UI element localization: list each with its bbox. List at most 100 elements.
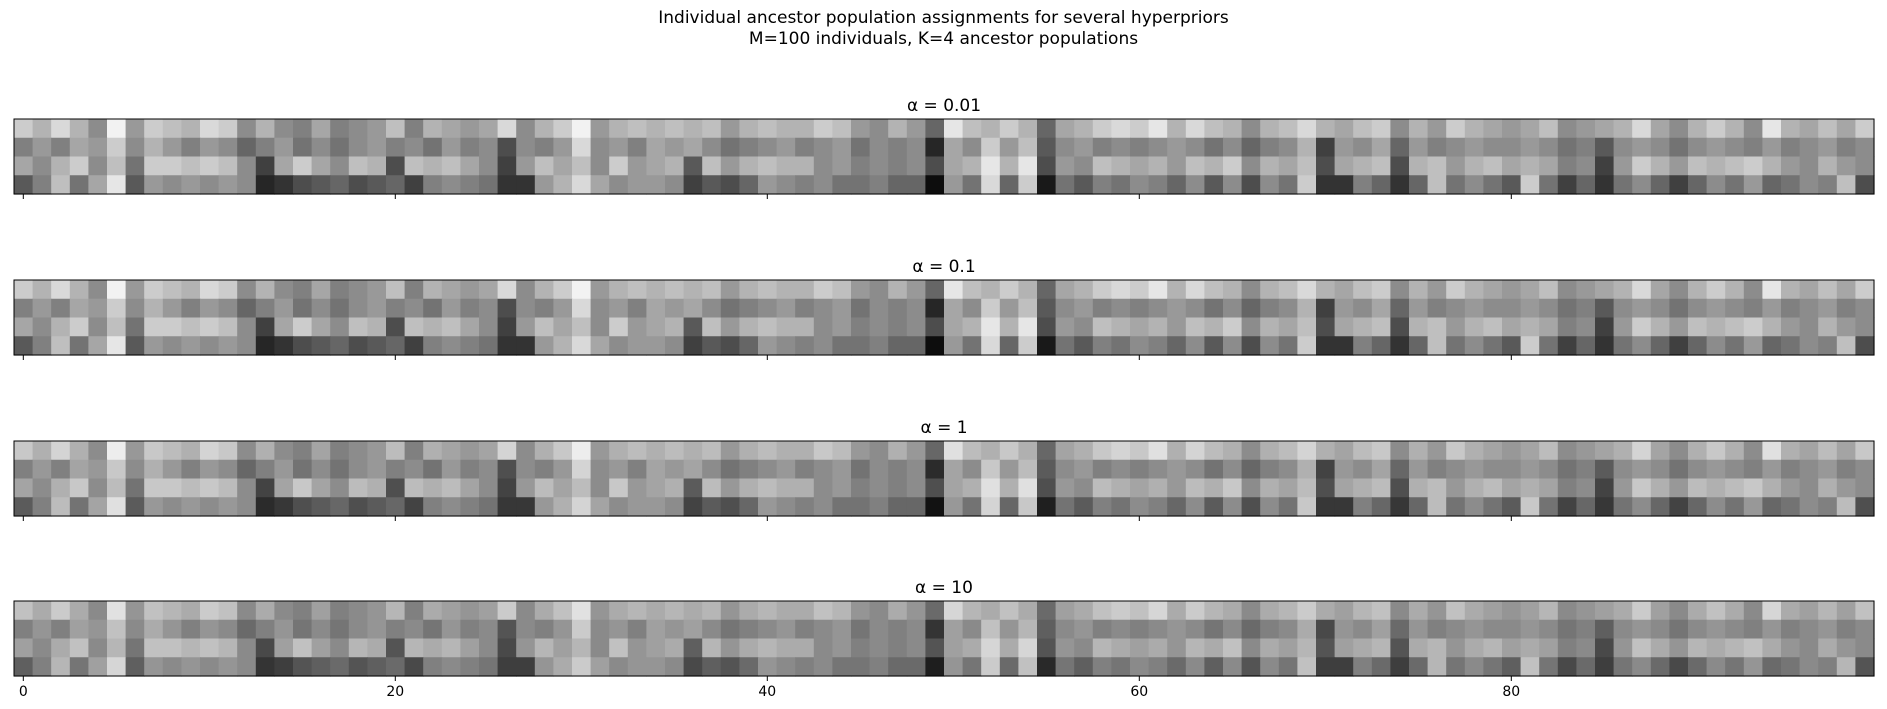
heatmap-cell: [51, 657, 71, 677]
heatmap-cell: [1446, 119, 1466, 139]
heatmap-cell: [999, 175, 1019, 195]
heatmap-cell: [200, 119, 220, 139]
heatmap-cell: [590, 657, 610, 677]
heatmap-cell: [255, 175, 275, 195]
heatmap-cell: [200, 497, 220, 517]
heatmap-cell: [1669, 280, 1689, 300]
heatmap-cell: [906, 638, 926, 658]
heatmap-cell: [1502, 638, 1522, 658]
heatmap-cell: [1650, 175, 1670, 195]
heatmap-cell: [999, 441, 1019, 461]
heatmap-cell: [311, 280, 331, 300]
heatmap-cell: [1037, 619, 1057, 640]
heatmap-cell: [404, 478, 424, 498]
heatmap-cell: [311, 441, 331, 461]
heatmap-cell: [460, 638, 480, 658]
heatmap-cell: [1148, 156, 1168, 176]
heatmap-cell: [1539, 497, 1559, 517]
heatmap-cell: [1576, 298, 1596, 319]
heatmap-cell: [1316, 137, 1336, 158]
heatmap-cell: [1502, 156, 1522, 176]
heatmap-cell: [32, 280, 52, 300]
heatmap-cell: [1390, 478, 1410, 498]
heatmap-cell: [851, 459, 871, 480]
heatmap-cell: [925, 280, 945, 300]
heatmap-cell: [813, 156, 833, 176]
heatmap-cell: [144, 657, 164, 677]
heatmap-cell: [1167, 175, 1187, 195]
heatmap-cell: [1427, 175, 1447, 195]
heatmap-cell: [851, 156, 871, 176]
heatmap-cell: [274, 317, 294, 337]
heatmap-cell: [534, 638, 554, 658]
heatmap-cell: [851, 280, 871, 300]
heatmap-cell: [1371, 175, 1391, 195]
heatmap-cell: [516, 657, 536, 677]
heatmap-cell: [702, 317, 722, 337]
heatmap-cell: [162, 298, 182, 319]
heatmap-cell: [1595, 137, 1615, 158]
heatmap-cell: [1855, 317, 1875, 337]
heatmap-cell: [1427, 619, 1447, 640]
heatmap-cell: [1762, 280, 1782, 300]
heatmap-cell: [1781, 441, 1801, 461]
heatmap-cell: [367, 441, 387, 461]
heatmap-cell: [665, 280, 685, 300]
heatmap-cell: [1055, 137, 1075, 158]
heatmap-cell: [1836, 336, 1856, 356]
heatmap-cell: [1278, 119, 1298, 139]
heatmap-cell: [497, 601, 517, 621]
heatmap-cell: [1557, 137, 1577, 158]
heatmap-cell: [1371, 459, 1391, 480]
heatmap-cell: [851, 478, 871, 498]
heatmap-cell: [1632, 317, 1652, 337]
heatmap-cell: [962, 441, 982, 461]
heatmap-cell: [516, 156, 536, 176]
heatmap-cell: [386, 137, 406, 158]
heatmap-cell: [348, 459, 368, 480]
heatmap-cell: [274, 441, 294, 461]
heatmap-cell: [1297, 175, 1317, 195]
heatmap-cell: [1464, 156, 1484, 176]
heatmap-cell: [999, 156, 1019, 176]
heatmap-cell: [1092, 336, 1112, 356]
heatmap-cell: [1595, 638, 1615, 658]
heatmap-cell: [1464, 459, 1484, 480]
heatmap-cell: [441, 441, 461, 461]
heatmap-cell: [534, 497, 554, 517]
heatmap-cell: [1799, 280, 1819, 300]
heatmap-cell: [1092, 441, 1112, 461]
heatmap-cell: [181, 638, 201, 658]
heatmap-cell: [1390, 137, 1410, 158]
heatmap-cell: [311, 619, 331, 640]
heatmap-cell: [1762, 478, 1782, 498]
heatmap-cell: [1130, 441, 1150, 461]
heatmap-cell: [497, 441, 517, 461]
heatmap-cell: [1278, 175, 1298, 195]
heatmap-cell: [1539, 317, 1559, 337]
heatmap-cell: [1520, 441, 1540, 461]
heatmap-cell: [683, 497, 703, 517]
heatmap-cell: [460, 156, 480, 176]
heatmap-cell: [274, 336, 294, 356]
heatmap-cell: [88, 298, 108, 319]
heatmap-cell: [1725, 601, 1745, 621]
heatmap-cell: [1427, 638, 1447, 658]
heatmap-cell: [683, 137, 703, 158]
heatmap-cell: [1595, 280, 1615, 300]
heatmap-cell: [627, 478, 647, 498]
heatmap-cell: [1781, 619, 1801, 640]
heatmap-cell: [1650, 497, 1670, 517]
heatmap-cell: [1371, 119, 1391, 139]
heatmap-cell: [851, 137, 871, 158]
heatmap-cell: [516, 478, 536, 498]
heatmap-cell: [1855, 336, 1875, 356]
heatmap-cell: [32, 638, 52, 658]
heatmap-cell: [1111, 156, 1131, 176]
heatmap-cell: [888, 638, 908, 658]
heatmap-cell: [1725, 137, 1745, 158]
heatmap-cell: [646, 298, 666, 319]
heatmap-cell: [1743, 459, 1763, 480]
heatmap-cell: [200, 156, 220, 176]
heatmap-cell: [553, 459, 573, 480]
